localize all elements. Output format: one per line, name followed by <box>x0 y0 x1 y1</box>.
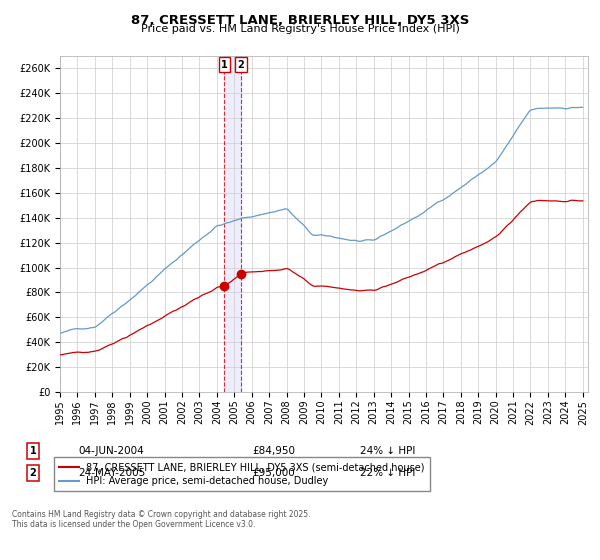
Text: 04-JUN-2004: 04-JUN-2004 <box>78 446 144 456</box>
Text: 24% ↓ HPI: 24% ↓ HPI <box>360 446 415 456</box>
Text: 2: 2 <box>238 60 244 69</box>
Text: Contains HM Land Registry data © Crown copyright and database right 2025.
This d: Contains HM Land Registry data © Crown c… <box>12 510 311 529</box>
Legend: 87, CRESSETT LANE, BRIERLEY HILL, DY5 3XS (semi-detached house), HPI: Average pr: 87, CRESSETT LANE, BRIERLEY HILL, DY5 3X… <box>55 458 430 491</box>
Text: 2: 2 <box>29 468 37 478</box>
Text: 22% ↓ HPI: 22% ↓ HPI <box>360 468 415 478</box>
Text: Price paid vs. HM Land Registry's House Price Index (HPI): Price paid vs. HM Land Registry's House … <box>140 24 460 34</box>
Text: 24-MAY-2005: 24-MAY-2005 <box>78 468 145 478</box>
Text: £95,000: £95,000 <box>252 468 295 478</box>
Text: 87, CRESSETT LANE, BRIERLEY HILL, DY5 3XS: 87, CRESSETT LANE, BRIERLEY HILL, DY5 3X… <box>131 14 469 27</box>
Bar <box>224 56 241 392</box>
Text: 1: 1 <box>221 60 227 69</box>
Text: 1: 1 <box>29 446 37 456</box>
Text: £84,950: £84,950 <box>252 446 295 456</box>
